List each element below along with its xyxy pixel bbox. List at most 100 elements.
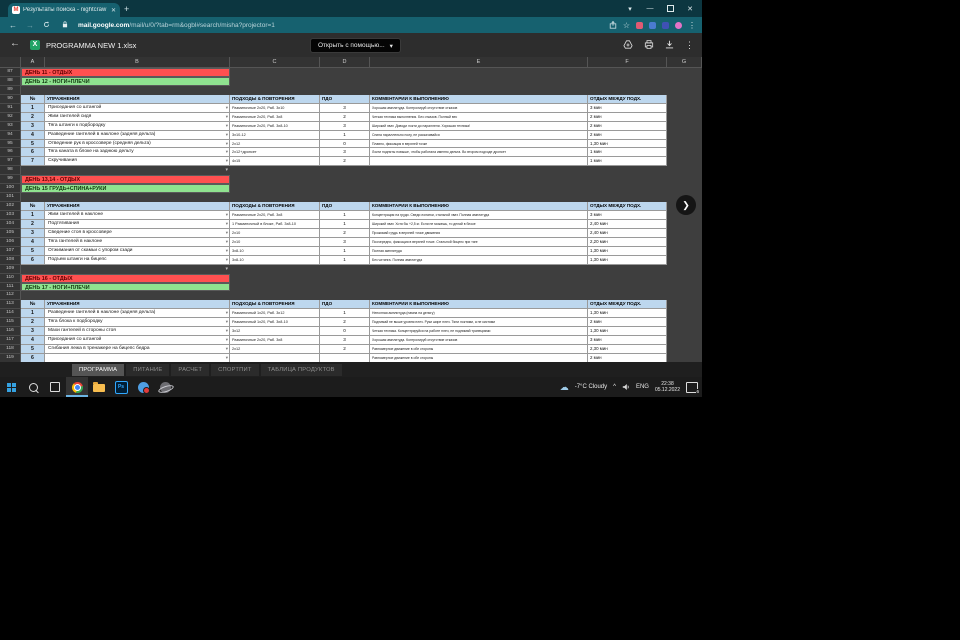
cell-rest[interactable]: 2,20 мин [588,237,667,247]
cell-pdo[interactable]: 1 [320,309,370,319]
day-label-cell[interactable]: ДЕНЬ 16 - ОТДЫХ [21,273,230,283]
cell-pdo[interactable]: 3 [320,336,370,346]
cell-sets[interactable]: 2x10 [230,237,320,247]
cell-sets[interactable]: 2x12 [230,345,320,354]
cell-rest[interactable]: 3 мин [588,211,667,220]
cell-number[interactable]: 3 [21,327,45,337]
cell-pdo[interactable]: 2 [320,112,370,122]
cell-sets[interactable]: Разминочные 2x20, Раб. 3x8 [230,211,320,220]
bookmark-star-icon[interactable]: ☆ [622,20,630,30]
dropdown-icon[interactable]: ▾ [225,346,228,352]
cell-number[interactable]: 6 [21,255,45,265]
reload-icon[interactable] [43,20,50,30]
cell-rest[interactable]: 2,40 мин [588,228,667,238]
cell-exercise[interactable]: Отжимания от скамьи с упором сзади ▾ [45,246,230,256]
day-label-cell[interactable]: ДЕНЬ 12 - НОГИ+ПЛЕЧИ [21,76,230,86]
maximize-button[interactable] [660,0,680,17]
dropdown-icon[interactable]: ▾ [225,158,228,164]
cell-sets[interactable]: 2x12+дропсет [230,148,320,158]
cell-exercise[interactable]: Тяга каната в блоке на заднюю дельту ▾ [45,148,230,158]
cell-pdo[interactable]: 3 [320,237,370,247]
cell-rest[interactable]: 1,30 мин [588,246,667,256]
cell-rest[interactable]: 2 мин [588,112,667,122]
cell-rest[interactable]: 2 мин [588,130,667,140]
start-button[interactable] [0,377,22,397]
cell-rest[interactable]: 2 мин [588,354,667,362]
cell-number[interactable]: 3 [21,228,45,238]
cell-comment[interactable]: Полная амплитуда [370,246,588,256]
open-with-button[interactable]: Открыть с помощью... ▾ [310,38,401,53]
cell-exercise[interactable]: Приседания со штангой ▾ [45,103,230,113]
cell-pdo[interactable]: 3 [320,103,370,113]
cell-comment[interactable]: Широкий хват. Доводи локти до параллели.… [370,121,588,131]
dropdown-icon[interactable]: ▾ [225,104,228,110]
cell-sets[interactable]: 4x15 [230,157,320,167]
photoshop-icon[interactable]: Ps [110,377,132,397]
cell-sets[interactable]: 1 Разминочный в блоке, Раб. 3x8-10 [230,219,320,229]
cell-exercise[interactable]: Скручивания ▾ [45,157,230,167]
cell-number[interactable]: 4 [21,237,45,247]
cell-comment[interactable]: Четкая техника. Концентрируйся на работе… [370,327,588,337]
browser-menu-icon[interactable]: ⋮ [688,20,696,30]
dropdown-icon[interactable]: ▾ [225,113,228,119]
cell-rest[interactable]: 1 мин [588,148,667,158]
cell-exercise[interactable]: Тяга блока к подбородку ▾ [45,318,230,328]
cell-comment[interactable]: Плавно, фиксация в верхней точке [370,139,588,149]
cell-sets[interactable]: Разминочные 2x20, Раб. 3x8 [230,336,320,346]
next-page-button[interactable]: ❯ [676,195,696,215]
cell-sets[interactable]: Разминочные 2x20, Раб. 3x8-10 [230,121,320,131]
close-button[interactable]: ✕ [687,5,693,13]
tab-search-icon[interactable]: ▾ [628,5,632,13]
print-icon[interactable] [644,36,654,54]
back-icon[interactable]: ← [9,20,17,30]
cell-number[interactable]: 5 [21,345,45,354]
cell-comment[interactable]: Четкая техника выполнения. Без отказов. … [370,112,588,122]
cell-comment[interactable]: Хорошая амплитуда. Контролируй отсутстви… [370,336,588,346]
cell-comment[interactable]: Прожимай грудь в верхней точке движения [370,228,588,238]
browser-tab[interactable]: M Результаты поиска - nightcraw ✕ [8,3,120,17]
cell-pdo[interactable]: 1 [320,211,370,220]
cell-pdo[interactable]: 1 [320,130,370,140]
language-label[interactable]: ENG [635,384,649,390]
cell-rest[interactable]: 1,30 мин [588,309,667,319]
cell-sets[interactable]: 2x10 [230,228,320,238]
cell-sets[interactable]: 3x8-10 [230,246,320,256]
cell-comment[interactable]: Равномерное движение в обе стороны [370,354,588,362]
dropdown-icon[interactable]: ▾ [225,229,228,235]
planet-browser-icon[interactable] [154,377,176,397]
dropdown-icon[interactable]: ▾ [225,328,228,334]
cell-sets[interactable]: 3x10-12 [230,130,320,140]
cell-number[interactable]: 5 [21,139,45,149]
dropdown-icon[interactable]: ▾ [225,238,228,244]
minimize-button[interactable]: — [646,5,654,12]
cell-exercise[interactable]: Сгибания лежа в тренажере на бицепс бедр… [45,345,230,354]
task-view-icon[interactable] [44,377,66,397]
sheet-tab-tablica-produktov[interactable]: ТАБЛИЦА ПРОДУКТОВ [260,363,342,376]
dropdown-icon[interactable]: ▾ [225,355,228,360]
dropdown-icon[interactable]: ▾ [225,310,228,316]
cell-exercise[interactable]: Разведение гантелей в наклоне (задняя де… [45,309,230,319]
cell-number[interactable]: 1 [21,309,45,319]
file-explorer-icon[interactable] [88,377,110,397]
dropdown-icon[interactable]: ▾ [225,122,228,128]
cell-comment[interactable] [370,157,588,167]
cell-comment[interactable]: Неполная амплитуда (пампа на дельту) [370,309,588,319]
cell-pdo[interactable] [320,354,370,362]
dropdown-icon[interactable]: ▾ [225,149,228,155]
cell-sets[interactable]: Разминочный 1x20, Раб. 3x8-10 [230,318,320,328]
cell-rest[interactable]: 3 мин [588,336,667,346]
cell-rest[interactable]: 3 мин [588,103,667,113]
viewer-menu-icon[interactable]: ⋮ [685,39,694,50]
new-tab-button[interactable]: + [124,4,130,14]
cell-number[interactable]: 2 [21,318,45,328]
messenger-icon[interactable] [132,377,154,397]
cell-exercise[interactable]: Тяга штанги к подбородку ▾ [45,121,230,131]
cell-number[interactable]: 7 [21,157,45,167]
share-icon[interactable] [609,16,617,34]
cell-number[interactable]: 5 [21,246,45,256]
cell-rest[interactable]: 2 мин [588,318,667,328]
dropdown-icon[interactable]: ▾ [225,212,228,217]
cell-pdo[interactable]: 2 [320,318,370,328]
cell-pdo[interactable]: 1 [320,255,370,265]
cell-rest[interactable]: 1,30 мин [588,255,667,265]
